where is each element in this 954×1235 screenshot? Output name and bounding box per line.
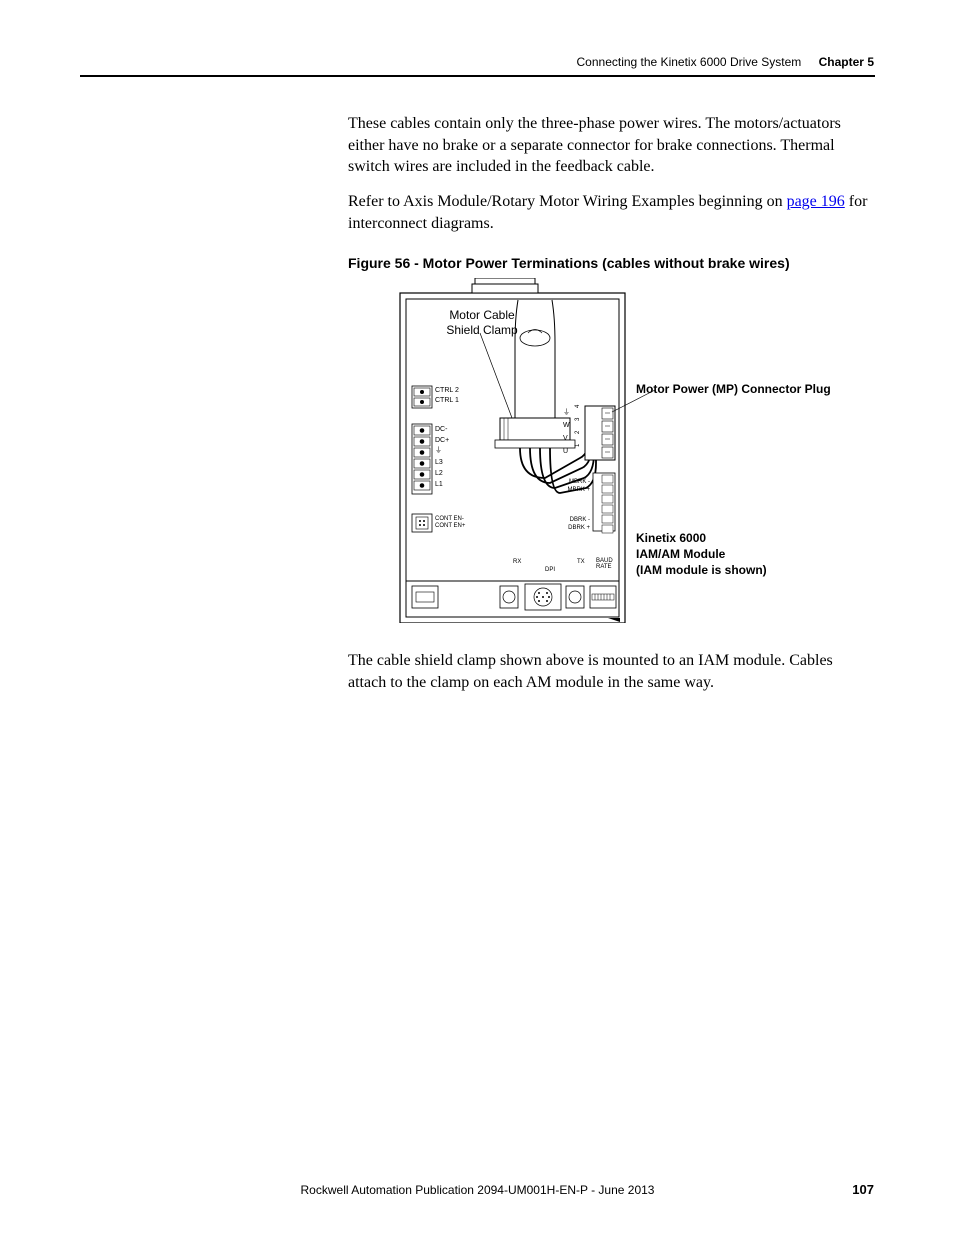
page-number: 107 <box>852 1182 874 1197</box>
label-cont-en-minus: CONT EN- <box>435 516 464 523</box>
label-dpi: DPI <box>545 567 555 574</box>
label-baud-l2: RATE <box>596 564 612 570</box>
paragraph-3: The cable shield clamp shown above is mo… <box>348 650 874 693</box>
callout-shield-clamp-l1: Motor Cable <box>449 308 514 322</box>
header-rule <box>80 75 875 77</box>
label-mbrk-minus: MBRK - <box>550 479 590 486</box>
label-rx: RX <box>513 559 521 566</box>
label-u: U <box>563 448 568 456</box>
label-dc-minus: DC- <box>435 426 447 434</box>
header-chapter: Chapter 5 <box>819 55 874 69</box>
paragraph-1: These cables contain only the three-phas… <box>348 113 874 178</box>
callout-shield-clamp-l2: Shield Clamp <box>446 323 517 337</box>
callout-mp-connector: Motor Power (MP) Connector Plug <box>636 382 831 397</box>
label-l3: L3 <box>435 459 443 467</box>
label-dbrk-minus: DBRK - <box>550 517 590 524</box>
label-gnd-right: ⏚ <box>563 409 570 417</box>
p2-pre: Refer to Axis Module/Rotary Motor Wiring… <box>348 193 787 210</box>
label-l1: L1 <box>435 481 443 489</box>
figure-56-caption: Figure 56 - Motor Power Terminations (ca… <box>348 255 790 271</box>
label-num4: 4 <box>575 405 582 408</box>
callout-module-l3: (IAM module is shown) <box>636 563 767 577</box>
label-tx: TX <box>577 559 585 566</box>
label-cont-en-plus: CONT EN+ <box>435 523 465 530</box>
callout-module-l1: Kinetix 6000 <box>636 531 706 545</box>
footer-publication: Rockwell Automation Publication 2094-UM0… <box>80 1183 875 1197</box>
header-section: Connecting the Kinetix 6000 Drive System <box>577 55 802 69</box>
label-num2: 2 <box>575 431 582 434</box>
label-mbrk-plus: MBRK + <box>550 487 590 494</box>
label-baud: BAUD RATE <box>596 558 613 570</box>
label-num3: 3 <box>575 418 582 421</box>
page-header: Connecting the Kinetix 6000 Drive System… <box>577 55 875 69</box>
page-196-link[interactable]: page 196 <box>787 193 845 210</box>
callout-shield-clamp: Motor Cable Shield Clamp <box>442 308 522 338</box>
label-ctrl1: CTRL 1 <box>435 397 459 405</box>
label-dbrk-plus: DBRK + <box>550 525 590 532</box>
label-w: W <box>563 422 570 430</box>
callout-module-l2: IAM/AM Module <box>636 547 725 561</box>
label-ctrl2: CTRL 2 <box>435 387 459 395</box>
label-gnd-left: ⏚ <box>435 447 442 455</box>
label-v: V <box>563 435 568 443</box>
label-num1: 1 <box>575 444 582 447</box>
paragraph-2: Refer to Axis Module/Rotary Motor Wiring… <box>348 191 874 234</box>
callout-module: Kinetix 6000 IAM/AM Module (IAM module i… <box>636 530 767 579</box>
figure-56: Motor Cable Shield Clamp Motor Power (MP… <box>380 278 850 623</box>
label-l2: L2 <box>435 470 443 478</box>
label-dc-plus: DC+ <box>435 437 449 445</box>
